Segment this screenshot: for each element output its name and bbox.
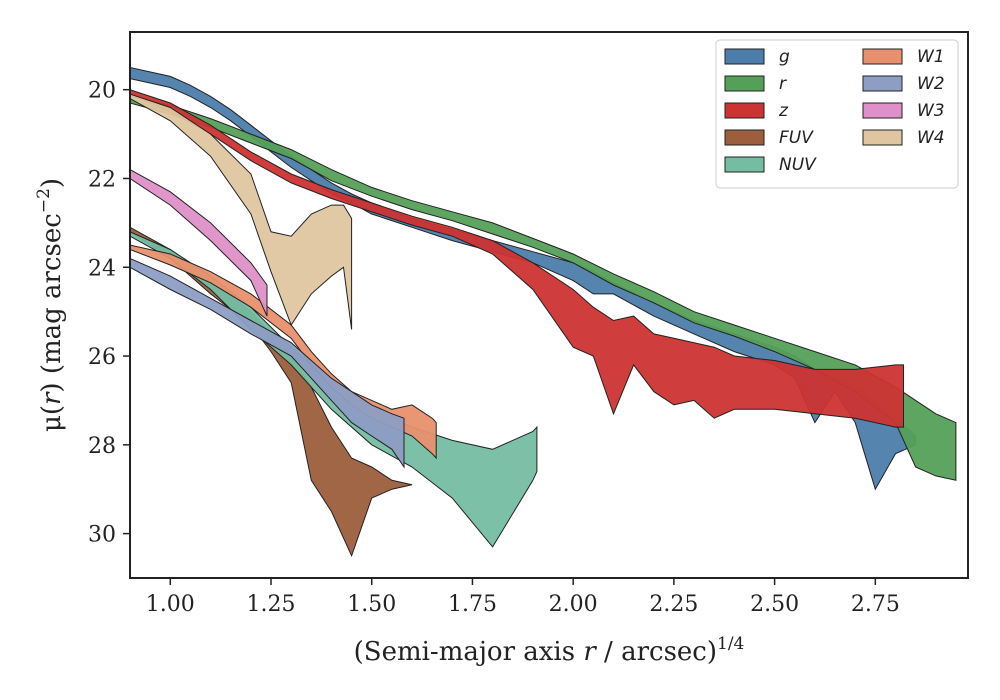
series-r-band [130, 95, 957, 481]
plot-frame [129, 31, 969, 579]
x-tick-label: 1.50 [347, 592, 396, 617]
legend-label-w2: W2 [917, 74, 945, 94]
y-axis-label: μ(r) (mag arcsec−2) [34, 178, 67, 432]
x-tick-label: 1.00 [146, 592, 195, 617]
y-tick-label: 20 [88, 79, 116, 104]
series-layer [130, 66, 957, 558]
legend-swatch-w3 [862, 102, 903, 119]
legend-swatch-r [724, 75, 765, 92]
legend-label-r: r [779, 74, 787, 94]
x-tick-label: 2.00 [549, 592, 598, 617]
legend-swatch-w2 [862, 75, 903, 92]
series-w2-band [130, 257, 405, 469]
legend-label-fuv: FUV [779, 128, 814, 148]
legend-label-g: g [779, 47, 790, 67]
ticks-layer: 1.00 1.25 1.50 1.75 2.00 2.25 2.50 2.75 20 22 24 26… [88, 79, 900, 617]
x-axis-label: (Semi-major axis r / arcsec)1/4 [354, 634, 745, 667]
legend: grz FUV NUV W1 W2 W3 W4 [715, 39, 959, 189]
x-tick-label: 2.25 [649, 592, 698, 617]
x-tick-label: 1.25 [247, 592, 296, 617]
x-tick-label: 2.50 [750, 592, 799, 617]
legend-label-w4: W4 [917, 128, 945, 148]
legend-label-w3: W3 [917, 101, 945, 121]
legend-swatch-w1 [862, 48, 903, 65]
legend-label-z: z [778, 101, 789, 121]
x-tick-label: 2.75 [851, 592, 900, 617]
y-tick-label: 22 [88, 167, 116, 192]
y-tick-label: 24 [88, 256, 116, 281]
series-z-band [130, 89, 904, 428]
y-tick-label: 30 [88, 523, 116, 548]
legend-swatch-w4 [862, 129, 903, 146]
legend-label-nuv: NUV [779, 155, 817, 175]
y-tick-label: 26 [88, 345, 116, 370]
legend-label-w1: W1 [917, 47, 945, 67]
legend-swatch-g [724, 48, 765, 65]
series-fuv-band [130, 226, 413, 558]
x-tick-label: 1.75 [448, 592, 497, 617]
legend-swatch-fuv [724, 129, 765, 146]
series-w4-band [130, 93, 353, 330]
series-w3-band [130, 169, 268, 317]
y-tick-label: 28 [88, 434, 116, 459]
legend-swatch-nuv [724, 156, 765, 173]
legend-swatch-z [724, 102, 765, 119]
